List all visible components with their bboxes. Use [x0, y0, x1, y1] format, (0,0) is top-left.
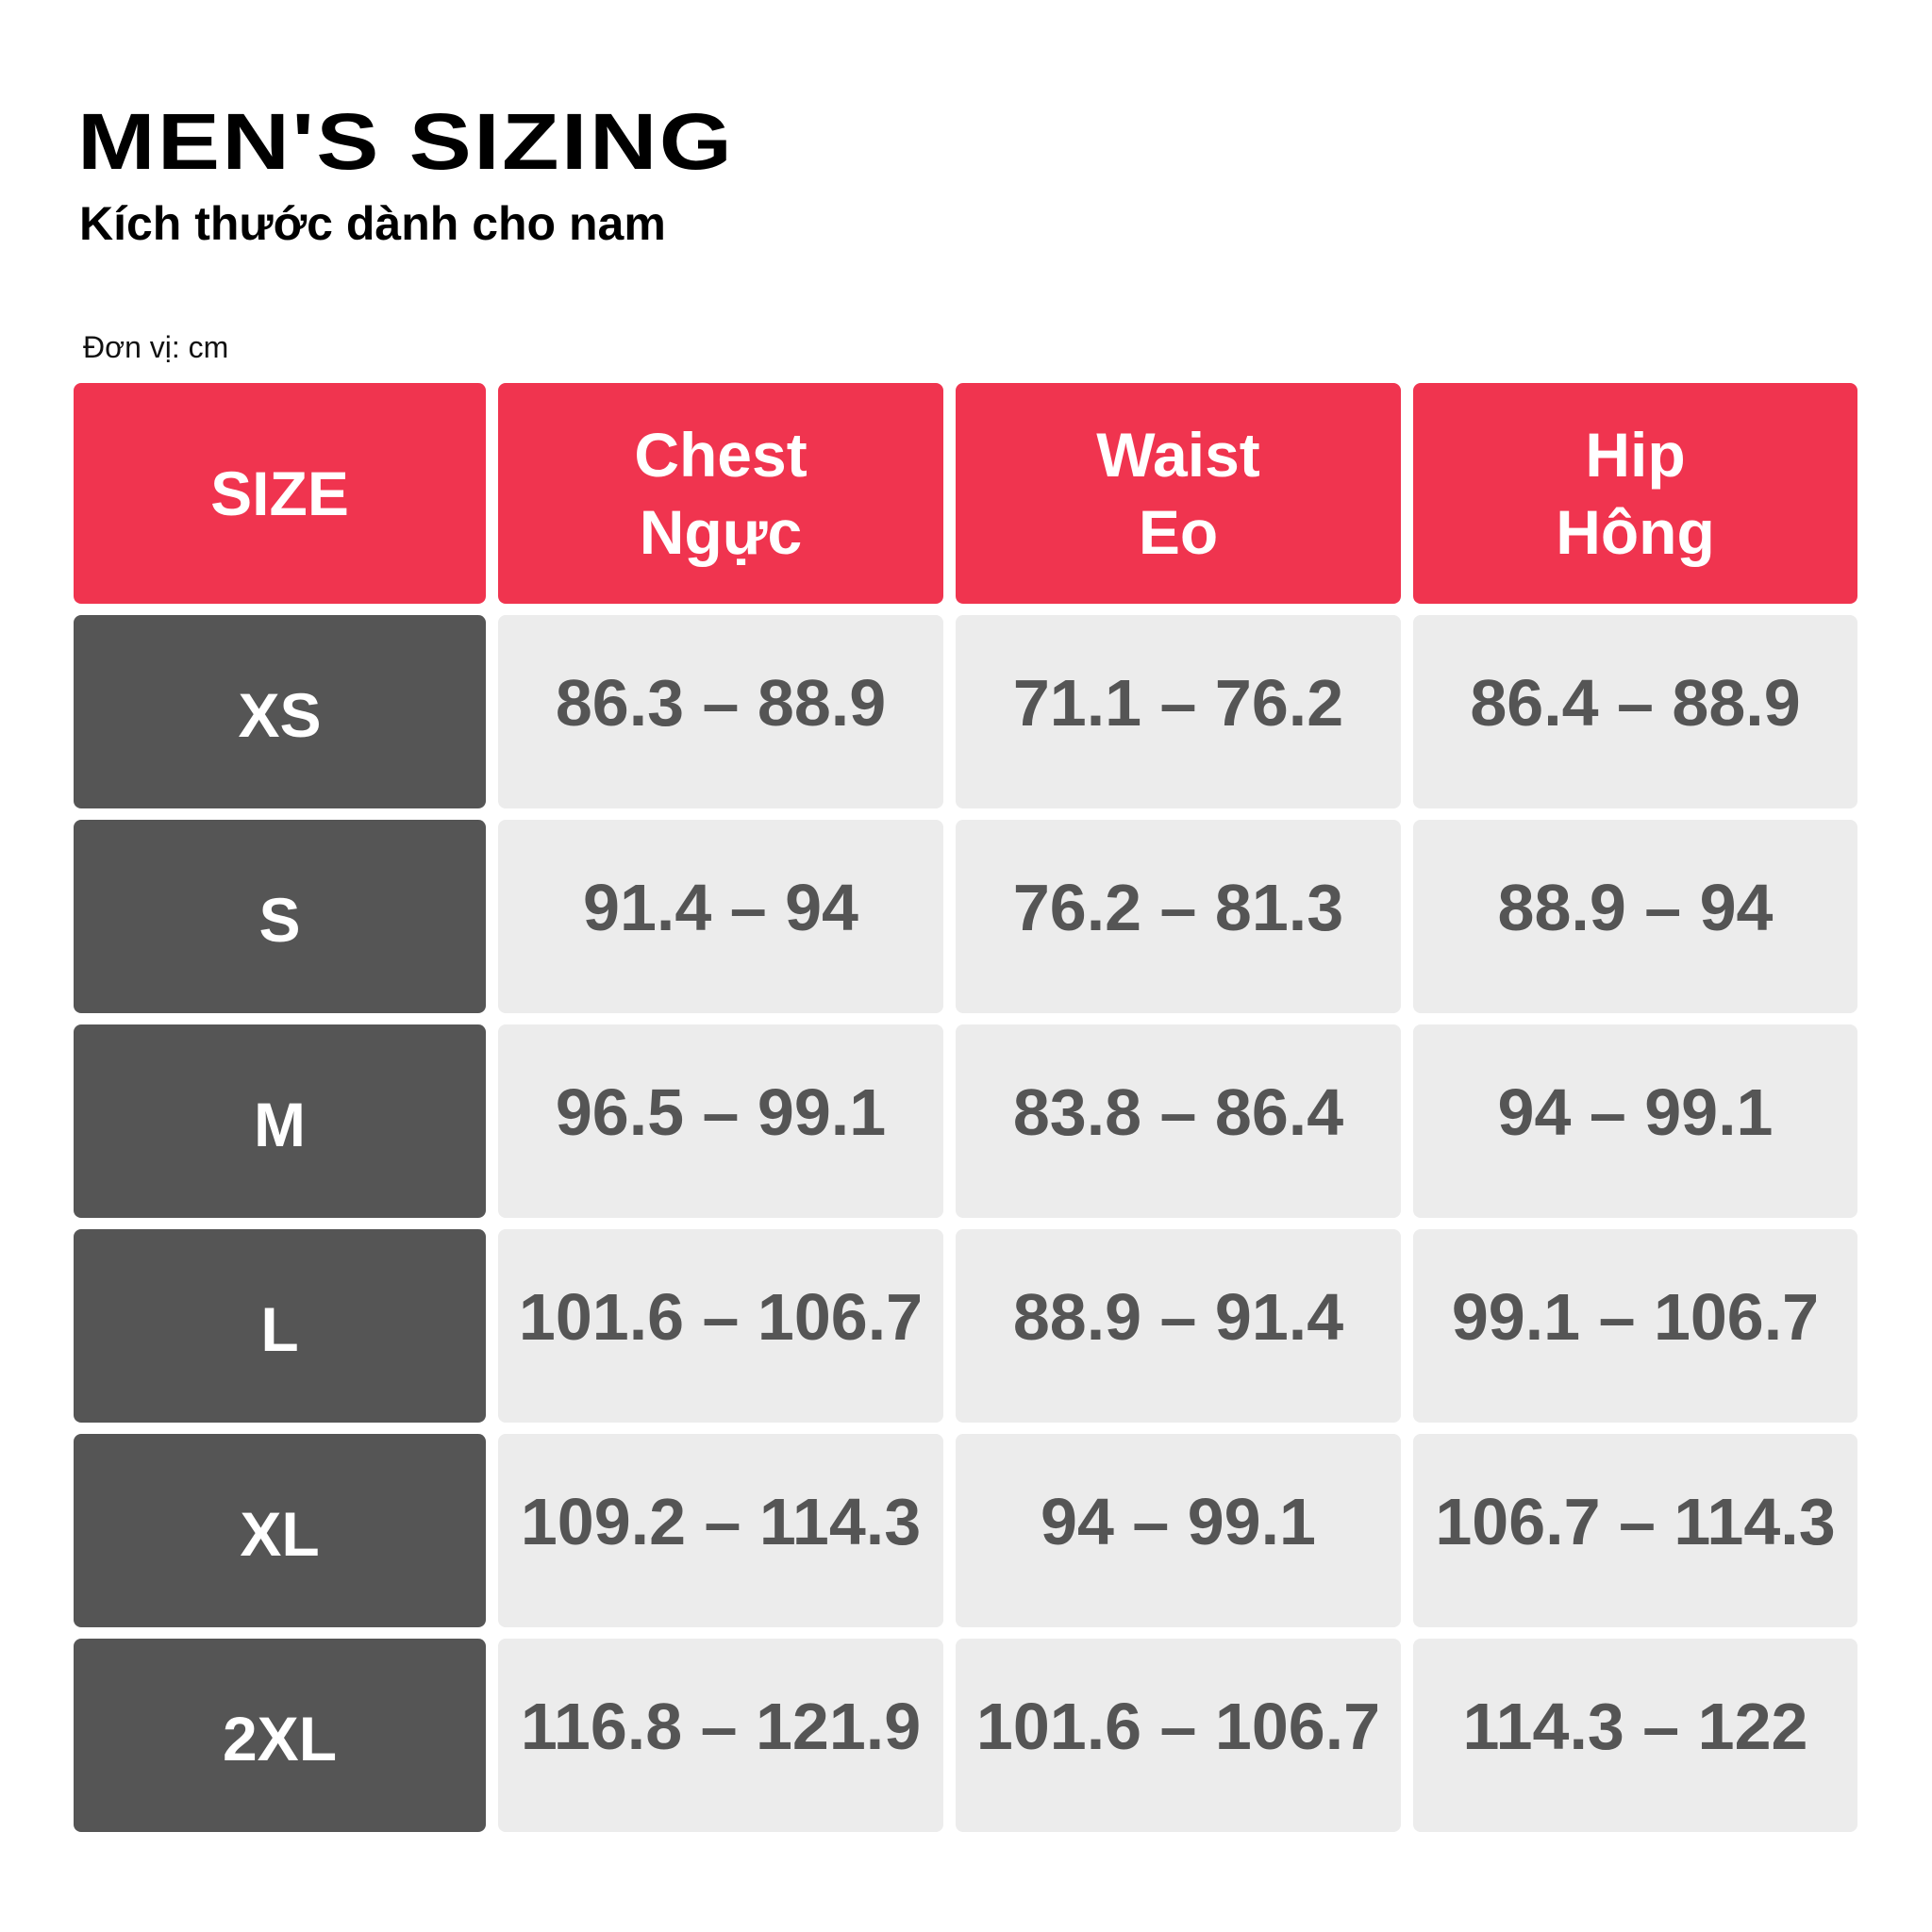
header-label-vi: Ngực	[639, 497, 803, 567]
waist-cell: 88.9 – 91.4	[956, 1229, 1401, 1423]
header-label-vi: Eo	[1138, 497, 1219, 567]
waist-cell: 71.1 – 76.2	[956, 615, 1401, 808]
header-label: Hip	[1585, 419, 1686, 490]
hip-cell: 106.7 – 114.3	[1413, 1434, 1857, 1627]
size-cell: 2XL	[74, 1639, 486, 1832]
header-label: Waist	[1096, 419, 1260, 490]
chest-cell: 96.5 – 99.1	[498, 1024, 943, 1218]
header-hip: Hip Hông	[1413, 383, 1857, 604]
page-title: MEN'S SIZING	[77, 97, 735, 186]
hip-cell: 94 – 99.1	[1413, 1024, 1857, 1218]
size-table: SIZE Chest Ngực Waist Eo Hip Hông XS 86.3…	[74, 383, 1857, 1832]
hip-cell: 86.4 – 88.9	[1413, 615, 1857, 808]
hip-cell: 88.9 – 94	[1413, 820, 1857, 1013]
chest-cell: 116.8 – 121.9	[498, 1639, 943, 1832]
header-waist: Waist Eo	[956, 383, 1401, 604]
unit-label: Đơn vị: cm	[83, 330, 229, 364]
waist-cell: 101.6 – 106.7	[956, 1639, 1401, 1832]
chest-cell: 109.2 – 114.3	[498, 1434, 943, 1627]
chest-cell: 101.6 – 106.7	[498, 1229, 943, 1423]
waist-cell: 83.8 – 86.4	[956, 1024, 1401, 1218]
header-label: SIZE	[210, 458, 349, 528]
size-cell: XL	[74, 1434, 486, 1627]
size-cell: XS	[74, 615, 486, 808]
hip-cell: 114.3 – 122	[1413, 1639, 1857, 1832]
page-subtitle: Kích thước dành cho nam	[79, 197, 666, 250]
size-cell: M	[74, 1024, 486, 1218]
hip-cell: 99.1 – 106.7	[1413, 1229, 1857, 1423]
header-chest: Chest Ngực	[498, 383, 943, 604]
size-cell: L	[74, 1229, 486, 1423]
waist-cell: 76.2 – 81.3	[956, 820, 1401, 1013]
waist-cell: 94 – 99.1	[956, 1434, 1401, 1627]
header-size: SIZE	[74, 383, 486, 604]
chest-cell: 91.4 – 94	[498, 820, 943, 1013]
size-cell: S	[74, 820, 486, 1013]
header-label: Chest	[634, 419, 808, 490]
header-label-vi: Hông	[1556, 497, 1715, 567]
chest-cell: 86.3 – 88.9	[498, 615, 943, 808]
